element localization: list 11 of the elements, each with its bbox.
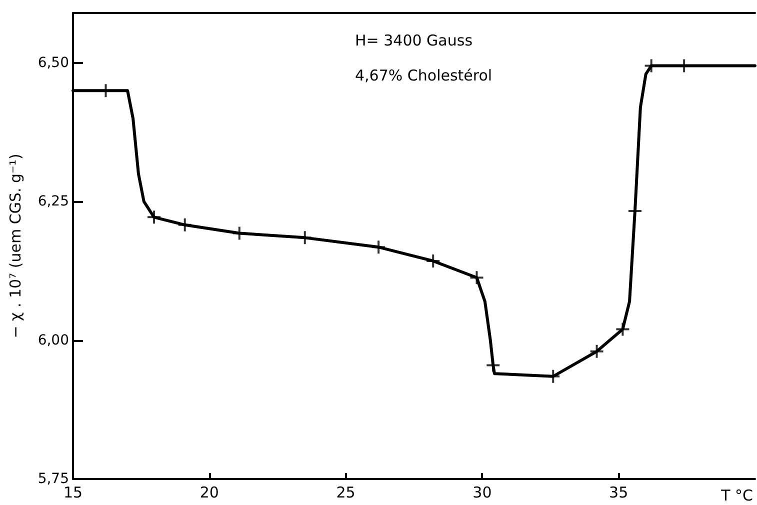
x-tick-label: 35 — [609, 484, 628, 502]
x-axis-title: T °C — [720, 486, 753, 504]
y-tick-label: 6,00 — [38, 332, 69, 348]
y-tick-label: 6,50 — [38, 54, 69, 71]
annotation: H= 3400 Gauss — [355, 32, 473, 50]
x-tick-label: 20 — [200, 484, 219, 502]
y-tick-label: 6,25 — [38, 194, 69, 210]
x-tick-label: 30 — [472, 484, 492, 502]
x-tick-label: 25 — [336, 484, 356, 502]
annotation: 4,67% Cholestérol — [355, 66, 492, 84]
y-axis-title: − χ . 10⁷ (uem CGS. g⁻¹) — [6, 154, 24, 338]
